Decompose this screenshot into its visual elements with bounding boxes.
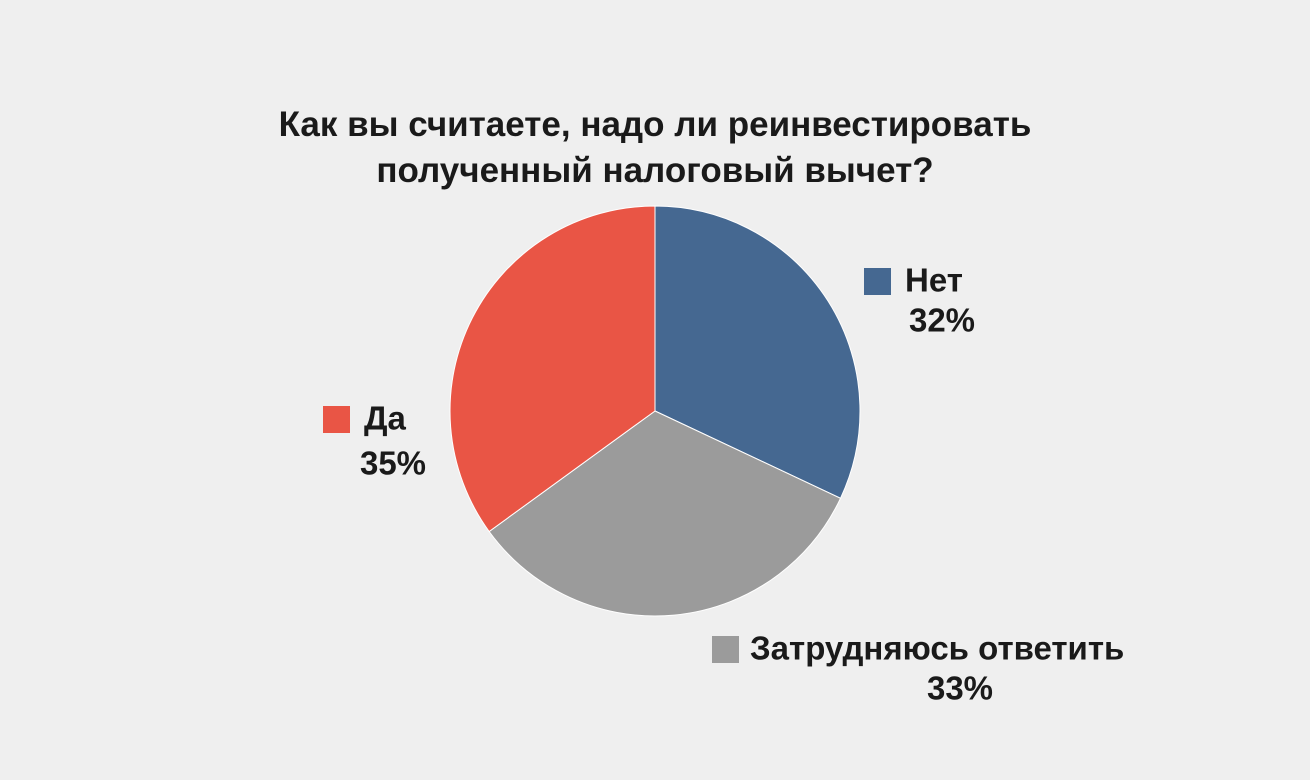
pie-slice (449, 205, 656, 533)
value-label: 32% (909, 302, 975, 339)
value-label: 35% (360, 445, 426, 482)
slice-name: Нет (905, 262, 963, 299)
legend-swatch (712, 636, 739, 663)
pie-slice (488, 410, 842, 617)
chart-title: Как вы считаете, надо ли реинвестировать… (278, 105, 1032, 190)
legend-swatch (864, 268, 891, 295)
value-label: 33% (927, 670, 993, 707)
legend-swatch (323, 406, 350, 433)
pie-slice (654, 205, 861, 499)
slice-name: Затрудняюсь ответить (750, 630, 1124, 667)
slice-name: Да (364, 400, 407, 437)
